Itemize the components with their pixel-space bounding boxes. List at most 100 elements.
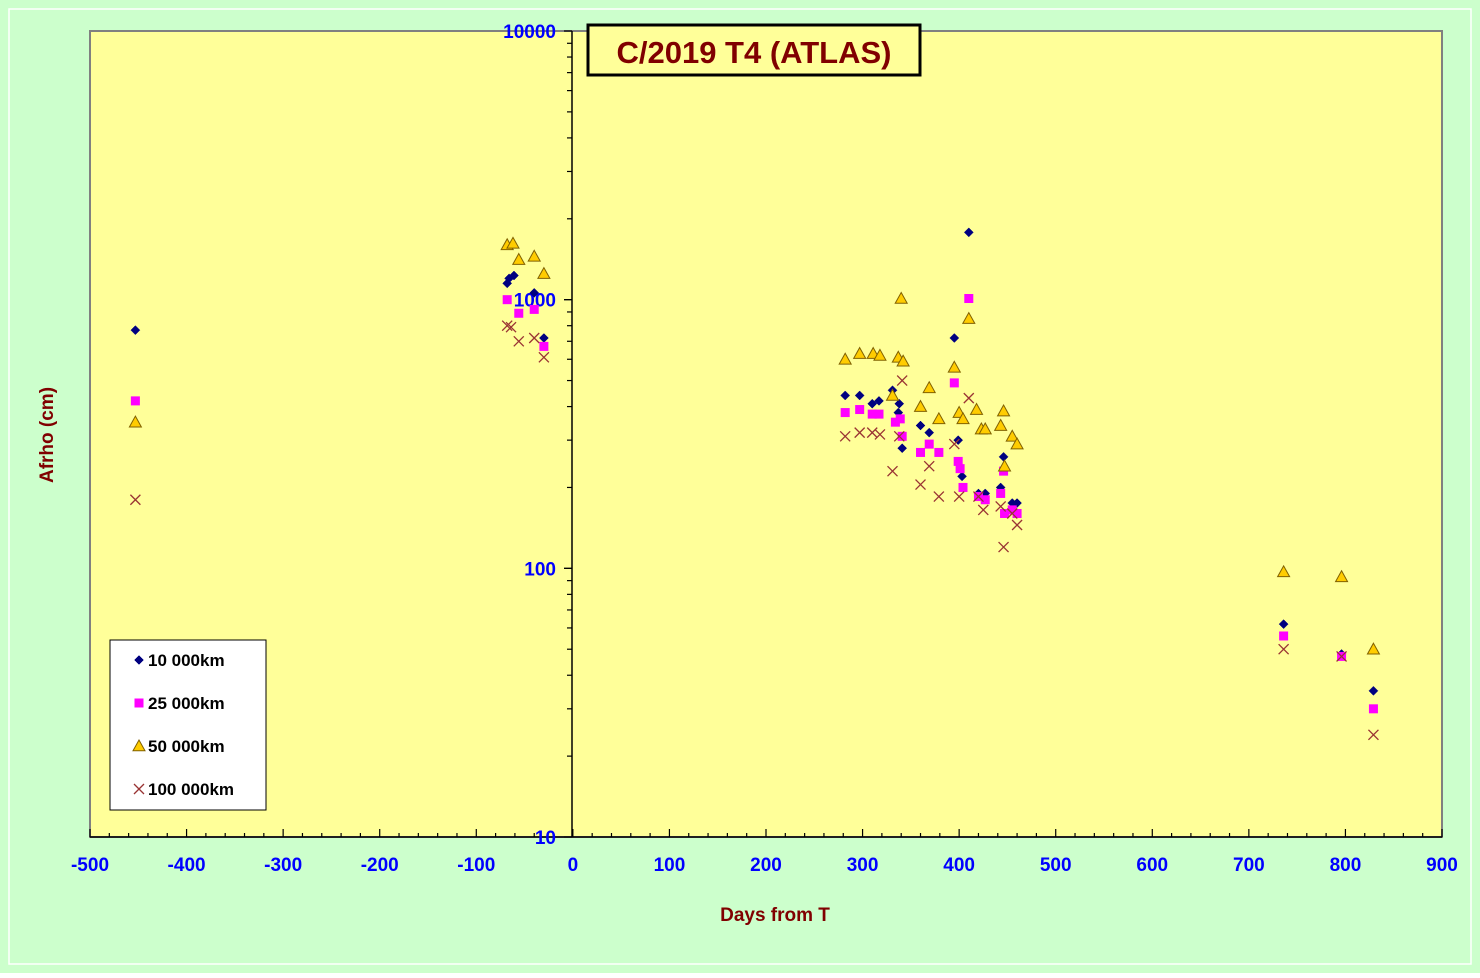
data-point-square: [958, 482, 968, 492]
data-point-triangle: [1276, 564, 1291, 578]
data-point-triangle: [913, 399, 928, 412]
series-square: [130, 294, 1378, 714]
data-point-triangle: [956, 411, 970, 425]
data-point-triangle: [128, 415, 143, 428]
legend-box: [109, 639, 267, 811]
x-tick-label: 800: [1330, 855, 1362, 876]
data-point-triangle: [896, 354, 910, 367]
data-point-triangle: [1005, 429, 1020, 442]
data-point-diamond: [894, 398, 905, 409]
data-point-cross: [972, 491, 984, 503]
data-point-square: [867, 409, 877, 419]
data-point-square: [1368, 704, 1378, 714]
data-point-cross: [963, 392, 975, 404]
data-point-square: [895, 414, 905, 424]
data-point-cross: [995, 500, 1007, 512]
data-point-cross: [874, 428, 886, 440]
data-point-square: [1279, 631, 1289, 641]
data-point-cross: [854, 427, 866, 439]
data-point-square: [539, 341, 549, 351]
data-point-cross: [1367, 729, 1379, 741]
data-point-square: [996, 488, 1006, 498]
data-point-square: [980, 495, 990, 505]
data-point-cross: [915, 479, 926, 491]
data-point-cross: [998, 541, 1010, 553]
data-point-diamond: [130, 325, 141, 336]
data-point-square: [924, 439, 934, 449]
data-point-cross: [977, 504, 989, 516]
plot-area: [89, 30, 1443, 838]
data-point-triangle: [978, 421, 993, 435]
y-tick-label: 1000: [514, 291, 556, 312]
data-point-triangle: [894, 291, 909, 304]
x-tick-label: 900: [1426, 855, 1458, 876]
data-point-square: [502, 295, 512, 305]
data-point-square: [874, 409, 884, 419]
x-tick-label: 500: [1040, 855, 1072, 876]
x-tick-label: 600: [1136, 855, 1168, 876]
x-tick-label: 400: [943, 855, 975, 876]
data-point-cross: [1006, 508, 1018, 519]
legend-marker-square: [134, 698, 144, 708]
data-point-diamond: [509, 270, 519, 281]
data-point-triangle: [506, 236, 520, 249]
data-point-square: [1012, 508, 1022, 518]
data-point-cross: [528, 332, 540, 344]
legend-label: 10 000km: [148, 651, 225, 670]
data-point-triangle: [1010, 437, 1024, 450]
data-point-square: [949, 378, 959, 388]
data-point-diamond: [854, 390, 865, 401]
data-point-cross: [887, 465, 898, 477]
legend-label: 50 000km: [148, 737, 225, 756]
data-point-cross: [1011, 519, 1023, 531]
chart-inner-border: [8, 8, 1472, 965]
x-tick-label: 100: [654, 855, 686, 876]
data-point-diamond: [963, 227, 974, 238]
x-tick-label: -400: [168, 855, 206, 876]
legend-marker-triangle: [132, 738, 146, 752]
data-point-triangle: [932, 411, 946, 425]
data-point-diamond: [529, 288, 540, 298]
data-point-cross: [501, 320, 513, 332]
data-point-diamond: [1278, 619, 1289, 629]
data-point-cross: [933, 491, 945, 503]
data-point-triangle: [527, 249, 542, 262]
data-point-square: [529, 304, 539, 314]
data-point-square: [1007, 505, 1017, 515]
data-point-square: [916, 447, 926, 457]
y-tick-labels: 10 100 1000 10000: [503, 22, 556, 849]
data-point-diamond: [957, 471, 967, 482]
data-point-square: [890, 417, 900, 427]
data-point-cross: [953, 491, 965, 503]
x-tick-label: -300: [264, 855, 302, 876]
data-point-cross: [948, 438, 960, 450]
data-point-diamond: [840, 390, 851, 401]
y-axis: [564, 30, 573, 838]
data-point-square: [855, 405, 865, 415]
data-point-diamond: [867, 398, 878, 409]
y-tick-label: 10000: [503, 22, 556, 43]
data-point-diamond: [874, 396, 884, 406]
data-point-square: [897, 431, 907, 441]
data-point-square: [934, 447, 944, 457]
data-point-square: [130, 396, 140, 406]
data-points: [128, 227, 1381, 741]
data-point-triangle: [922, 380, 937, 394]
data-point-square: [1000, 508, 1010, 518]
data-point-cross: [839, 430, 851, 442]
data-point-triangle: [852, 346, 867, 359]
data-point-triangle: [996, 404, 1011, 417]
chart-title-box: C/2019 T4 (ATLAS): [586, 23, 922, 77]
data-point-cross: [1278, 643, 1290, 655]
legend: 10 000km 25 000km 50 000km 100 000km: [109, 639, 267, 811]
data-point-diamond: [1368, 685, 1379, 696]
series-cross: [129, 320, 1379, 741]
data-point-square: [953, 456, 963, 466]
legend-marker-diamond: [134, 655, 144, 665]
data-point-triangle: [537, 266, 551, 279]
data-point-cross: [1336, 650, 1348, 662]
data-point-diamond: [949, 333, 960, 343]
data-point-cross: [893, 430, 905, 442]
